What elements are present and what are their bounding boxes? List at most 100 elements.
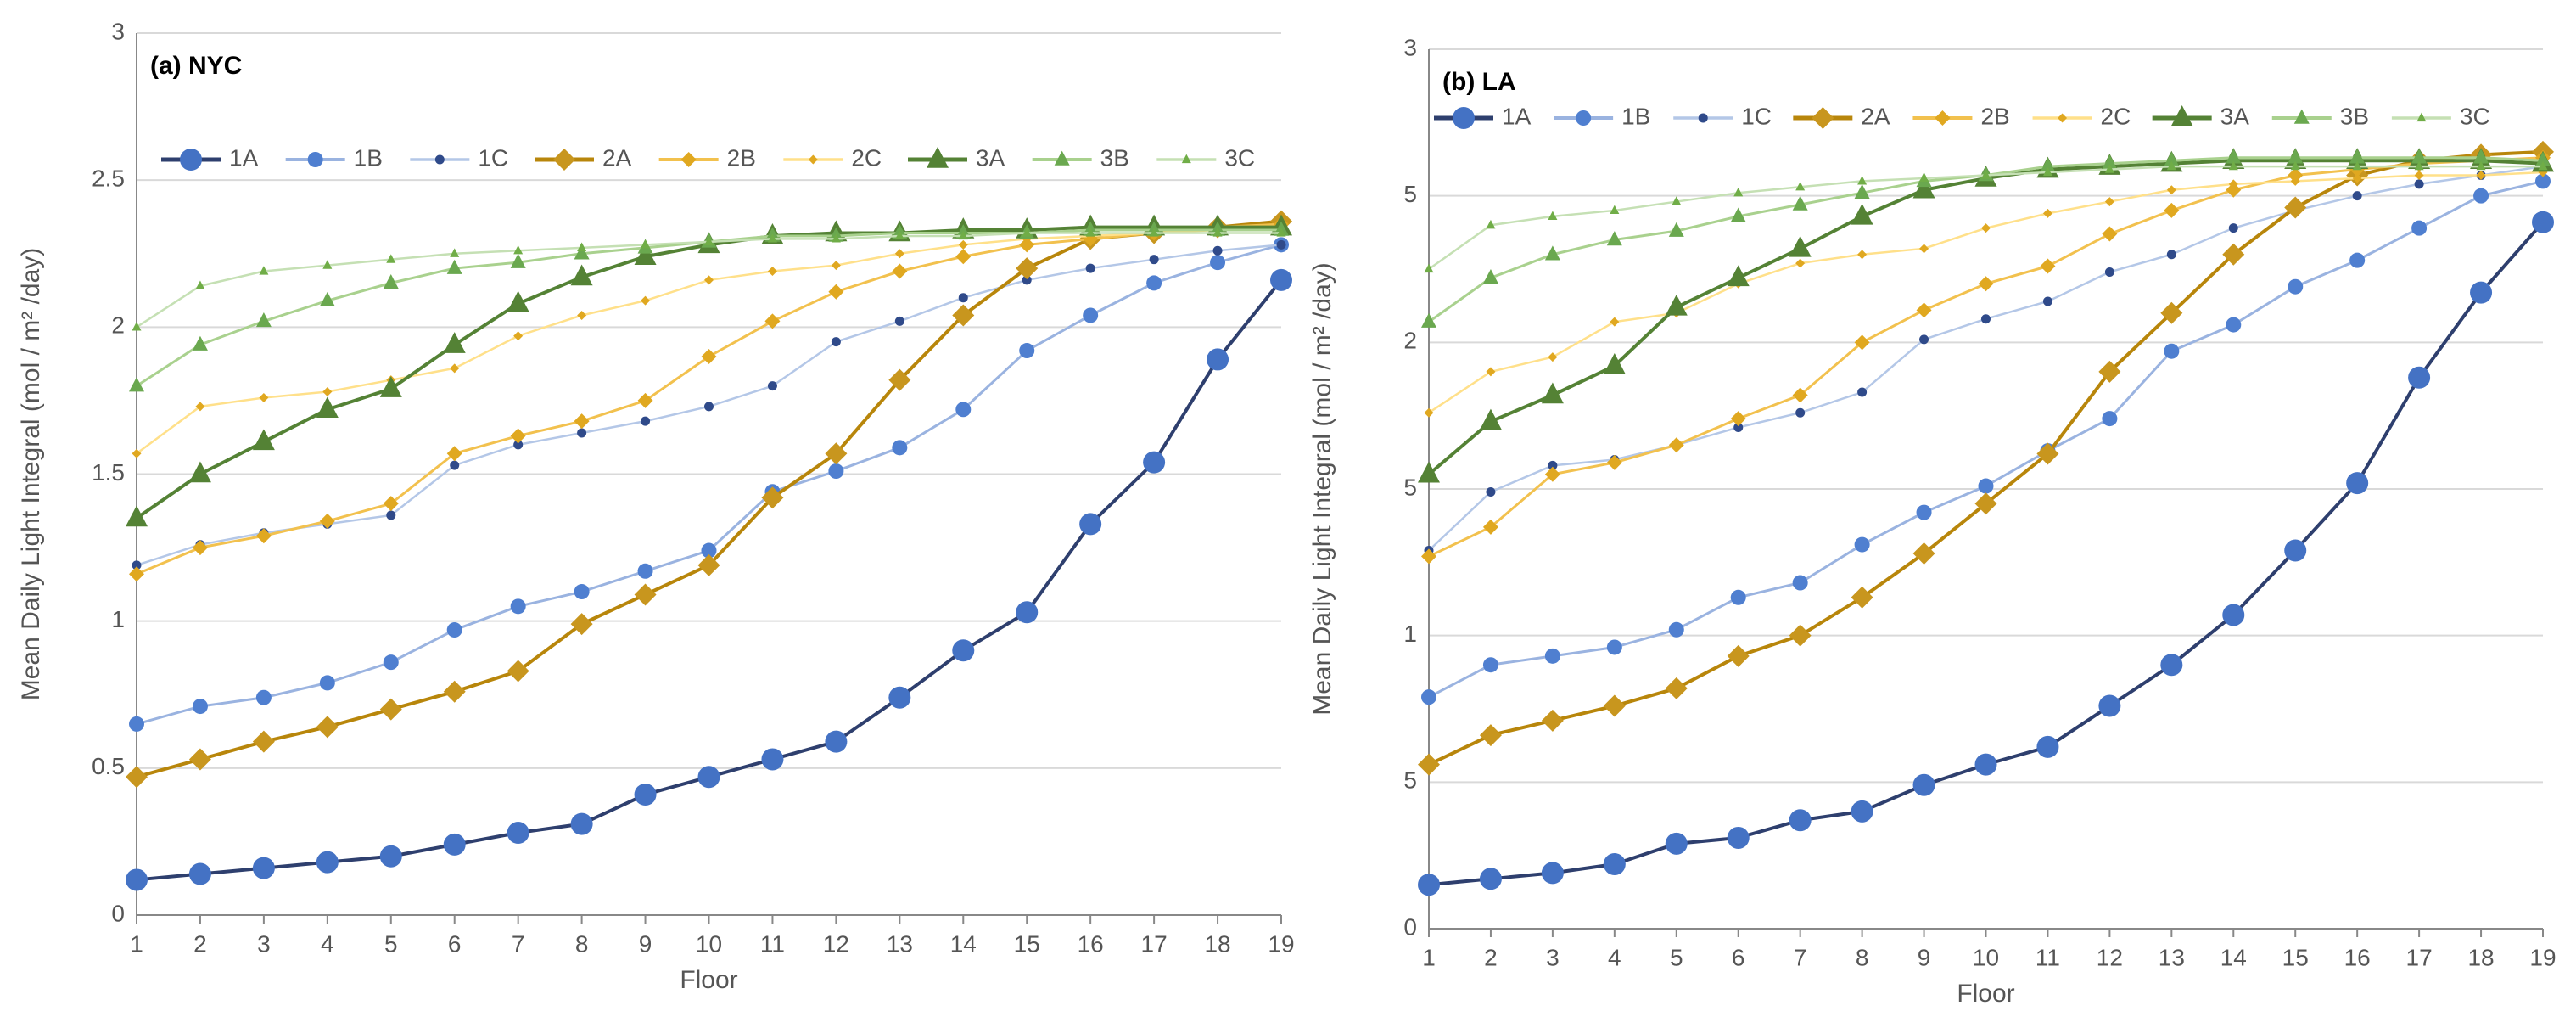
legend-marker <box>553 149 575 171</box>
data-point <box>2414 160 2424 171</box>
data-point <box>1912 773 1935 796</box>
data-point <box>2166 250 2176 260</box>
data-point <box>1919 244 1929 254</box>
x-tick-label: 16 <box>1078 930 1104 957</box>
data-point <box>1544 466 1560 482</box>
data-point <box>577 310 587 320</box>
data-point <box>1418 461 1440 483</box>
data-point <box>1981 314 1991 324</box>
data-point <box>570 812 593 835</box>
data-point <box>570 264 593 286</box>
data-point <box>1207 348 1229 371</box>
data-point <box>2166 160 2176 171</box>
data-point <box>132 560 142 570</box>
x-tick-label: 13 <box>2159 944 2185 970</box>
data-point <box>1548 211 1558 220</box>
data-point <box>188 862 211 885</box>
data-point <box>1854 183 1870 199</box>
data-point <box>641 416 651 426</box>
legend-label: 2A <box>1861 103 1890 129</box>
data-point <box>831 261 841 271</box>
legend-label: 3C <box>1224 144 1255 171</box>
x-tick-label: 3 <box>1546 944 1560 970</box>
data-point <box>1857 387 1868 397</box>
data-point <box>1606 231 1622 246</box>
data-point <box>443 332 466 353</box>
legend-label: 3B <box>1100 144 1129 171</box>
data-point <box>1974 492 1997 515</box>
y-tick-label: 3 <box>111 18 125 44</box>
legend-marker <box>2416 112 2427 122</box>
data-point <box>129 377 144 392</box>
data-point <box>443 680 466 703</box>
x-tick-label: 12 <box>823 930 849 957</box>
data-point <box>767 233 777 243</box>
y-tick-label: 2 <box>1403 328 1417 354</box>
data-point <box>383 654 399 671</box>
x-tick-label: 12 <box>2097 944 2123 970</box>
x-tick-label: 10 <box>1973 944 1999 970</box>
series-line <box>136 278 1283 882</box>
data-point <box>888 686 911 709</box>
data-point <box>510 598 526 615</box>
x-tick-label: 9 <box>1918 944 1931 970</box>
data-point <box>1149 228 1159 237</box>
data-point <box>316 396 339 419</box>
data-point <box>1143 451 1166 474</box>
data-point <box>316 851 339 874</box>
data-point <box>2470 281 2493 304</box>
legend-label: 3A <box>976 144 1005 171</box>
data-point <box>1795 258 1806 268</box>
data-point <box>513 331 524 341</box>
data-point <box>2042 208 2052 218</box>
y-tick-label: 1.5 <box>92 459 125 486</box>
data-point <box>892 263 908 279</box>
data-point <box>1912 542 1935 565</box>
x-tick-label: 7 <box>512 930 525 957</box>
data-point <box>952 304 975 327</box>
y-tick-label: 0.5 <box>92 753 125 779</box>
data-point <box>1149 255 1159 265</box>
data-point <box>2040 258 2056 274</box>
data-point <box>195 280 205 289</box>
data-point <box>2164 343 2180 359</box>
data-point <box>1789 624 1812 647</box>
data-point <box>1727 826 1750 849</box>
data-point <box>513 440 524 450</box>
data-point <box>319 513 335 529</box>
data-point <box>1424 263 1434 273</box>
legend-marker <box>680 152 697 167</box>
data-point <box>252 429 275 451</box>
data-point <box>2288 149 2304 164</box>
data-point <box>2160 301 2183 324</box>
data-point <box>1548 460 1558 470</box>
data-point <box>1981 170 1991 179</box>
data-point <box>1486 486 1496 497</box>
data-point <box>259 392 269 402</box>
data-point <box>1486 219 1496 229</box>
data-point <box>510 253 526 268</box>
data-point <box>2228 160 2238 171</box>
x-tick-label: 13 <box>887 930 913 957</box>
x-tick-label: 6 <box>1732 944 1745 970</box>
data-point <box>379 845 402 868</box>
data-point <box>2473 188 2489 204</box>
data-point <box>894 249 904 259</box>
series-line <box>1428 171 2544 414</box>
data-point <box>1668 621 1684 638</box>
data-point <box>831 337 841 347</box>
data-point <box>767 267 777 277</box>
data-point <box>1079 513 1102 536</box>
data-point <box>2036 442 2059 465</box>
data-point <box>1730 411 1746 427</box>
data-point <box>1851 203 1873 225</box>
data-point <box>704 275 714 285</box>
data-point <box>1482 519 1498 535</box>
data-point <box>2352 191 2362 201</box>
data-point <box>574 584 590 600</box>
legend-label: 3B <box>2340 103 2369 129</box>
data-point <box>1727 265 1750 287</box>
x-tick-label: 16 <box>2344 944 2371 970</box>
data-point <box>1606 639 1622 655</box>
data-point <box>701 542 717 559</box>
